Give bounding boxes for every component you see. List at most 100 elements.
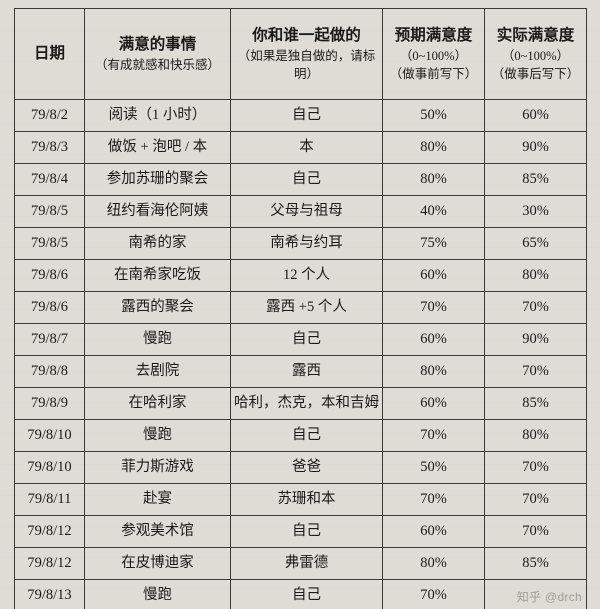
col-header-expected-sub2: （做事前写下） [385,65,482,83]
cell-expected: 70% [383,420,485,452]
cell-actual: 70% [485,484,587,516]
cell-actual: 70% [485,292,587,324]
table-body: 79/8/2阅读（1 小时）自己50%60%79/8/3做饭 + 泡吧 / 本本… [15,100,587,609]
cell-thing: 露西的聚会 [85,292,231,324]
cell-date: 79/8/8 [15,356,85,388]
cell-expected: 80% [383,164,485,196]
cell-with: 自己 [231,100,383,132]
col-header-expected-sub: （0~100%） [385,47,482,65]
scanned-page: 日期 满意的事情 （有成就感和快乐感） 你和谁一起做的 （如果是独自做的，请标明… [0,0,600,609]
cell-date: 79/8/2 [15,100,85,132]
cell-thing: 慢跑 [85,580,231,609]
cell-expected: 70% [383,292,485,324]
cell-actual: 70% [485,452,587,484]
cell-with: 哈利，杰克，本和吉姆 [231,388,383,420]
table-row: 79/8/5纽约看海伦阿姨父母与祖母40%30% [15,196,587,228]
cell-thing: 参加苏珊的聚会 [85,164,231,196]
cell-expected: 60% [383,324,485,356]
cell-thing: 阅读（1 小时） [85,100,231,132]
cell-actual: 85% [485,548,587,580]
cell-with: 自己 [231,420,383,452]
table-row: 79/8/10菲力斯游戏爸爸50%70% [15,452,587,484]
cell-with: 12 个人 [231,260,383,292]
table-row: 79/8/2阅读（1 小时）自己50%60% [15,100,587,132]
table-row: 79/8/7慢跑自己60%90% [15,324,587,356]
cell-actual: 90% [485,132,587,164]
cell-date: 79/8/6 [15,292,85,324]
cell-actual: 80% [485,420,587,452]
table-row: 79/8/10慢跑自己70%80% [15,420,587,452]
cell-thing: 在哈利家 [85,388,231,420]
cell-actual: 85% [485,164,587,196]
cell-expected: 50% [383,100,485,132]
cell-date: 79/8/10 [15,420,85,452]
col-header-with-main: 你和谁一起做的 [233,25,380,47]
cell-thing: 做饭 + 泡吧 / 本 [85,132,231,164]
col-header-actual-main: 实际满意度 [487,25,584,47]
cell-thing: 参观美术馆 [85,516,231,548]
cell-thing: 赴宴 [85,484,231,516]
cell-expected: 80% [383,548,485,580]
cell-expected: 40% [383,196,485,228]
cell-actual: 30% [485,196,587,228]
table-row: 79/8/12参观美术馆自己60%70% [15,516,587,548]
cell-date: 79/8/6 [15,260,85,292]
cell-with: 自己 [231,516,383,548]
cell-date: 79/8/7 [15,324,85,356]
cell-thing: 纽约看海伦阿姨 [85,196,231,228]
col-header-actual: 实际满意度 （0~100%） （做事后写下） [485,9,587,100]
cell-expected: 80% [383,132,485,164]
cell-with: 南希与约耳 [231,228,383,260]
table-row: 79/8/11赴宴苏珊和本70%70% [15,484,587,516]
col-header-thing-main: 满意的事情 [87,34,228,56]
cell-expected: 70% [383,580,485,609]
table-row: 79/8/6露西的聚会露西 +5 个人70%70% [15,292,587,324]
cell-thing: 慢跑 [85,420,231,452]
cell-actual: 80% [485,260,587,292]
cell-expected: 50% [383,452,485,484]
cell-with: 自己 [231,164,383,196]
table-row: 79/8/4参加苏珊的聚会自己80%85% [15,164,587,196]
col-header-thing-sub: （有成就感和快乐感） [87,56,228,74]
cell-with: 弗雷德 [231,548,383,580]
source-watermark: 知乎 @drch [517,588,582,605]
table-row: 79/8/13慢跑自己70% [15,580,587,609]
cell-actual: 90% [485,324,587,356]
cell-with: 自己 [231,580,383,609]
col-header-date-main: 日期 [17,43,82,65]
cell-actual: 70% [485,356,587,388]
cell-actual: 60% [485,100,587,132]
cell-expected: 60% [383,260,485,292]
cell-thing: 在南希家吃饭 [85,260,231,292]
cell-date: 79/8/5 [15,228,85,260]
cell-date: 79/8/5 [15,196,85,228]
cell-thing: 在皮博迪家 [85,548,231,580]
cell-with: 父母与祖母 [231,196,383,228]
col-header-expected-main: 预期满意度 [385,25,482,47]
cell-date: 79/8/4 [15,164,85,196]
col-header-thing: 满意的事情 （有成就感和快乐感） [85,9,231,100]
table-header: 日期 满意的事情 （有成就感和快乐感） 你和谁一起做的 （如果是独自做的，请标明… [15,9,587,100]
table-row: 79/8/12在皮博迪家弗雷德80%85% [15,548,587,580]
cell-expected: 60% [383,388,485,420]
table-row: 79/8/9在哈利家哈利，杰克，本和吉姆60%85% [15,388,587,420]
cell-expected: 80% [383,356,485,388]
cell-actual: 65% [485,228,587,260]
cell-with: 本 [231,132,383,164]
table-row: 79/8/8去剧院露西80%70% [15,356,587,388]
cell-date: 79/8/13 [15,580,85,609]
table-row: 79/8/3做饭 + 泡吧 / 本本80%90% [15,132,587,164]
col-header-with: 你和谁一起做的 （如果是独自做的，请标明） [231,9,383,100]
cell-expected: 60% [383,516,485,548]
cell-thing: 去剧院 [85,356,231,388]
cell-thing: 菲力斯游戏 [85,452,231,484]
col-header-expected: 预期满意度 （0~100%） （做事前写下） [383,9,485,100]
cell-expected: 75% [383,228,485,260]
cell-date: 79/8/11 [15,484,85,516]
cell-actual: 85% [485,388,587,420]
cell-thing: 南希的家 [85,228,231,260]
cell-with: 露西 +5 个人 [231,292,383,324]
col-header-actual-sub2: （做事后写下） [487,65,584,83]
satisfaction-log-table: 日期 满意的事情 （有成就感和快乐感） 你和谁一起做的 （如果是独自做的，请标明… [14,8,587,609]
col-header-actual-sub: （0~100%） [487,47,584,65]
